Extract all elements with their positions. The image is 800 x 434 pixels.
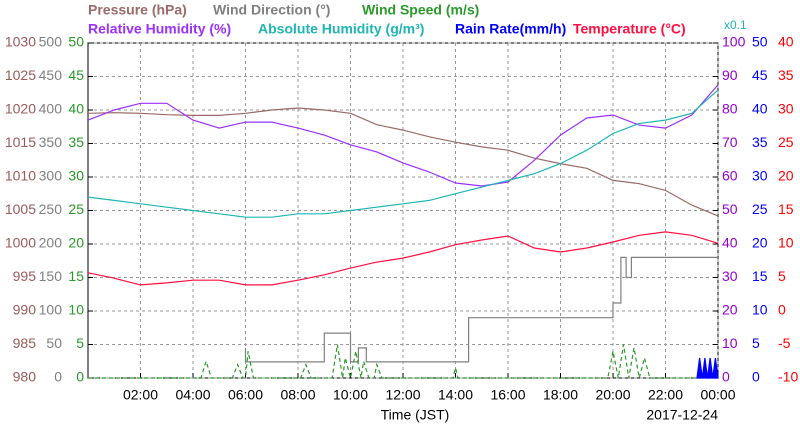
y-tick-label: 45 [68, 67, 84, 83]
legend-label: Pressure (hPa) [88, 2, 187, 18]
x-tick-label: 04:00 [175, 387, 210, 403]
y-tick-label: 70 [722, 134, 738, 150]
series-line [696, 357, 719, 379]
y-tick-label: 40 [68, 101, 84, 117]
series-line [88, 344, 718, 379]
y-tick-label: 35 [68, 134, 84, 150]
legend-label: Rain Rate(mm/h) [455, 21, 566, 37]
y-tick-label: 1015 [5, 134, 36, 150]
y-tick-label: 45 [752, 67, 768, 83]
date-label: 2017-12-24 [646, 407, 718, 423]
y-tick-label: 100 [722, 34, 746, 50]
y-tick-label: 200 [39, 235, 63, 251]
y-tick-label: 15 [778, 201, 794, 217]
y-tick-label: 450 [39, 67, 63, 83]
y-tick-label: 0 [76, 369, 84, 385]
series-line [244, 256, 718, 363]
y-tick-label: 1020 [5, 101, 36, 117]
y-tick-label: 0 [778, 302, 786, 318]
x-tick-label: 00:00 [700, 387, 735, 403]
y-tick-label: 980 [13, 369, 37, 385]
y-tick-label: 15 [68, 268, 84, 284]
y-tick-label: 25 [752, 201, 768, 217]
legend-label: Relative Humidity (%) [88, 21, 231, 37]
y-tick-label: 10 [68, 302, 84, 318]
x-tick-label: 06:00 [228, 387, 263, 403]
y-tick-label: 20 [722, 302, 738, 318]
y-tick-label: -5 [778, 335, 791, 351]
y-tick-label: 10 [752, 302, 768, 318]
y-tick-label: 0 [722, 369, 730, 385]
y-tick-label: 40 [778, 34, 794, 50]
y-tick-label: 985 [13, 335, 37, 351]
y-tick-label: 5 [76, 335, 84, 351]
series-line [87, 89, 719, 218]
y-tick-label: 30 [778, 101, 794, 117]
x-tick-label: 02:00 [123, 387, 158, 403]
series-line [87, 231, 719, 286]
x-axis-label: Time (JST) [381, 407, 450, 423]
y-tick-label: 20 [778, 168, 794, 184]
y-tick-label: 20 [752, 235, 768, 251]
y-tick-label: 10 [778, 235, 794, 251]
y-tick-label: 35 [752, 134, 768, 150]
y-tick-label: 40 [752, 101, 768, 117]
y-tick-label: 995 [13, 268, 37, 284]
y-tick-label: 1010 [5, 168, 36, 184]
y-tick-label: 30 [752, 168, 768, 184]
y-tick-label: 40 [722, 235, 738, 251]
series-line [87, 107, 719, 217]
y-tick-label: 15 [752, 268, 768, 284]
x-tick-label: 08:00 [280, 387, 315, 403]
legend-label: Temperature (°C) [573, 21, 686, 37]
y-tick-label: 5 [778, 268, 786, 284]
y-tick-label: 1005 [5, 201, 36, 217]
y-tick-label: 80 [722, 101, 738, 117]
legend-label: Absolute Humidity (g/m³) [258, 21, 424, 37]
x-tick-label: 10:00 [333, 387, 368, 403]
y-tick-label: 50 [752, 34, 768, 50]
x-tick-label: 12:00 [385, 387, 420, 403]
y-tick-label: 30 [722, 268, 738, 284]
y-tick-label: 20 [68, 235, 84, 251]
legend-label: Wind Direction (°) [213, 2, 330, 18]
y-tick-label: -10 [778, 369, 798, 385]
y-tick-label: 25 [68, 201, 84, 217]
y-tick-label: 35 [778, 67, 794, 83]
y-tick-label: 1025 [5, 67, 36, 83]
y-tick-label: 0 [54, 369, 62, 385]
y-tick-label: 1030 [5, 34, 36, 50]
y-tick-label: 250 [39, 201, 63, 217]
y-tick-label: 500 [39, 34, 63, 50]
y-tick-label: 1000 [5, 235, 36, 251]
legend-label: Wind Speed (m/s) [362, 2, 479, 18]
x-tick-label: 22:00 [648, 387, 683, 403]
series-line [87, 84, 719, 187]
x-tick-label: 14:00 [438, 387, 473, 403]
x-tick-label: 20:00 [595, 387, 630, 403]
y-tick-label: 50 [68, 34, 84, 50]
y-tick-label: 25 [778, 134, 794, 150]
y-tick-label: 150 [39, 268, 63, 284]
x-tick-label: 16:00 [490, 387, 525, 403]
y-tick-label: 50 [722, 201, 738, 217]
y-tick-label: 990 [13, 302, 37, 318]
y-tick-label: 5 [752, 335, 760, 351]
y-tick-label: 30 [68, 168, 84, 184]
y-tick-label: 0 [752, 369, 760, 385]
y-tick-label: 90 [722, 67, 738, 83]
x-tick-label: 18:00 [543, 387, 578, 403]
y-tick-label: 10 [722, 335, 738, 351]
y-tick-label: 50 [46, 335, 62, 351]
y-tick-label: 60 [722, 168, 738, 184]
scale-note: x0.1 [724, 18, 747, 32]
y-tick-label: 100 [39, 302, 63, 318]
y-tick-label: 350 [39, 134, 63, 150]
y-tick-label: 400 [39, 101, 63, 117]
y-tick-label: 300 [39, 168, 63, 184]
